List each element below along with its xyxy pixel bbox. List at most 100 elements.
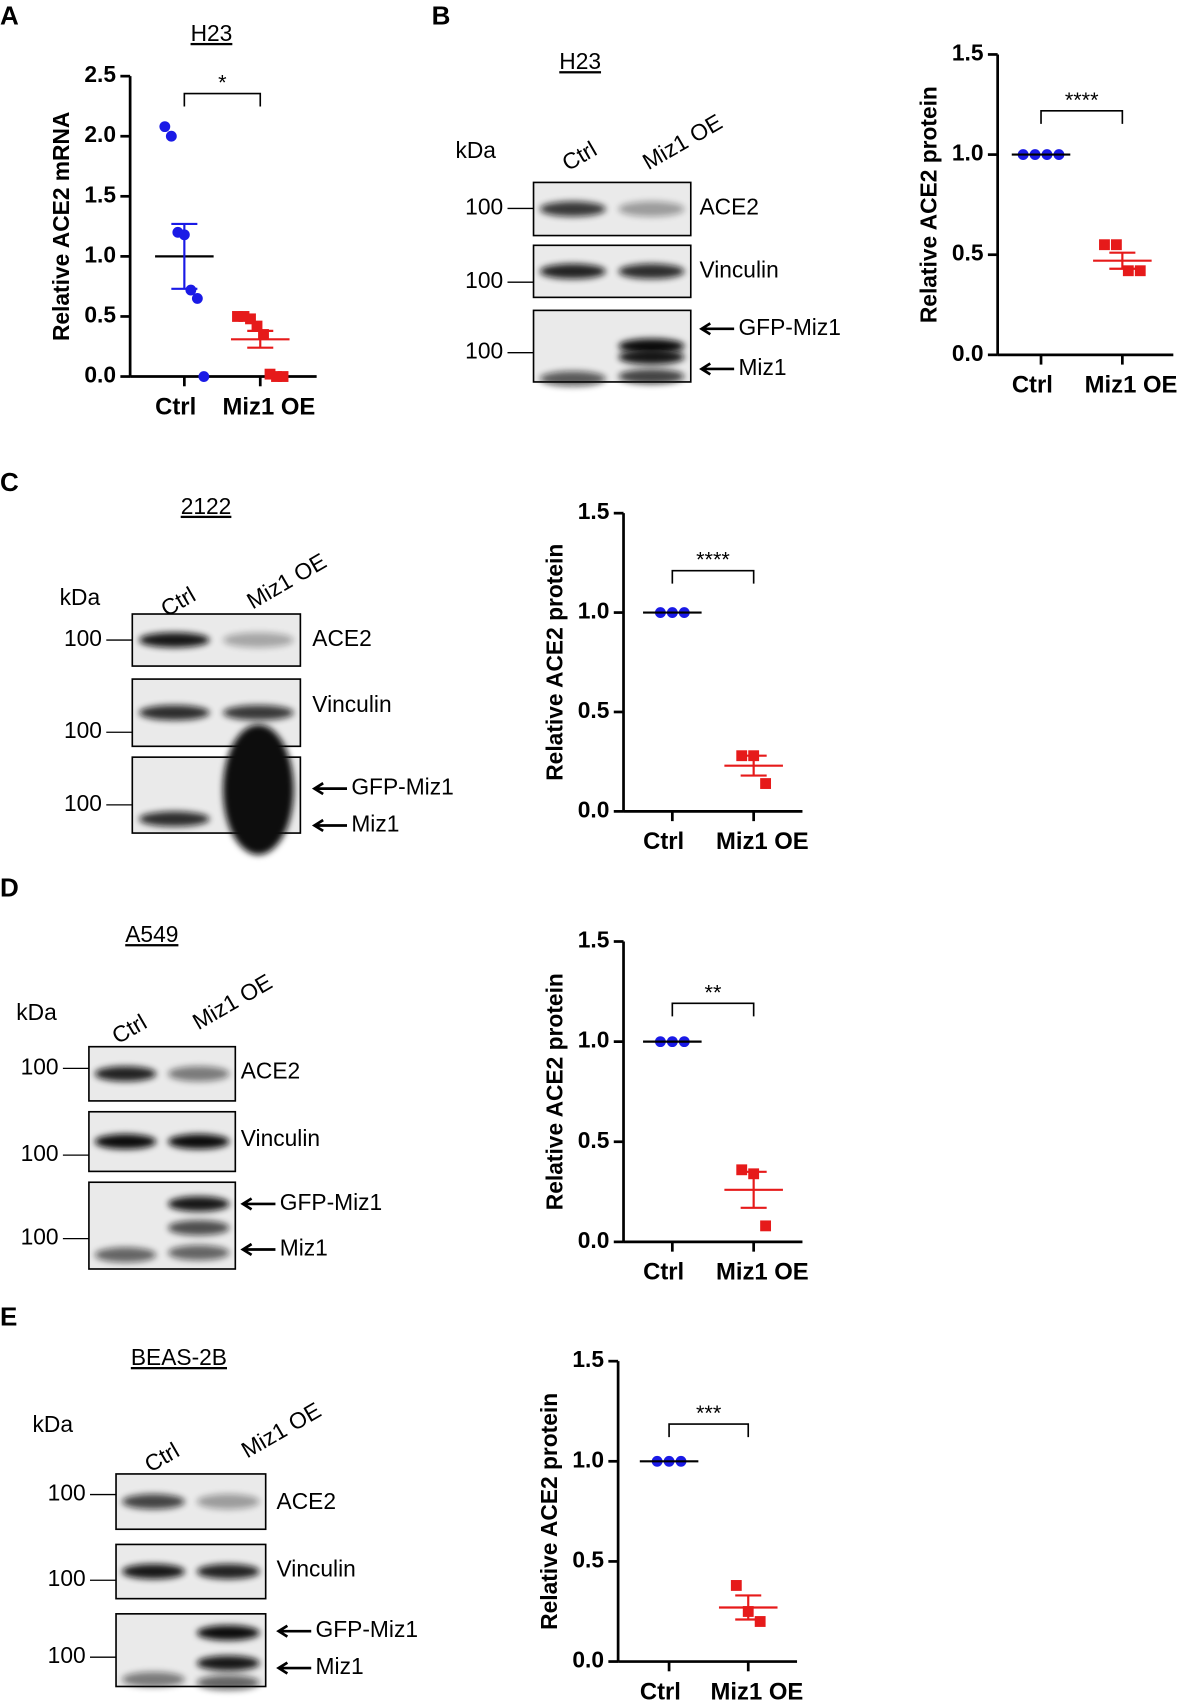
cell-line-label: 2122: [181, 493, 232, 519]
band: [618, 201, 685, 217]
significance-label: ****: [1065, 87, 1099, 112]
arrow: [311, 818, 348, 833]
data-point: [191, 293, 203, 304]
y-tick-label: 0.5: [952, 240, 984, 266]
data-point: [245, 313, 256, 325]
data-point: [165, 130, 177, 142]
band-label: Miz1: [280, 1234, 328, 1260]
data-point: [760, 778, 772, 789]
cell-line-label: BEAS-2B: [131, 1344, 227, 1370]
band-label: Miz1: [351, 810, 399, 836]
band: [167, 1220, 230, 1236]
x-tick-label: Ctrl: [1012, 372, 1053, 399]
data-point: [1110, 239, 1122, 251]
data-point: [1122, 265, 1134, 277]
band-label: GFP-Miz1: [738, 314, 840, 340]
arrow: [276, 1624, 312, 1638]
marker-label: 100: [64, 790, 102, 816]
band: [167, 1066, 230, 1082]
band: [223, 632, 294, 648]
y-tick-label: 1.5: [84, 181, 116, 207]
y-tick-label: 2.0: [84, 121, 116, 147]
data-point: [198, 371, 210, 382]
y-axis-label: Relative ACE2 protein: [541, 973, 567, 1210]
band: [539, 371, 606, 387]
marker-label: 100: [48, 1565, 86, 1591]
data-point: [185, 284, 197, 296]
band: [94, 1133, 157, 1150]
data-point: [258, 329, 269, 340]
band: [139, 632, 210, 648]
y-tick-label: 1.0: [578, 1027, 610, 1053]
panel-letter: B: [432, 0, 451, 30]
x-tick-label: Miz1 OE: [1085, 372, 1178, 399]
data-point: [736, 1164, 748, 1176]
x-tick-label: Ctrl: [640, 1678, 681, 1703]
data-point: [251, 320, 263, 332]
error-bar: [740, 1170, 767, 1209]
y-tick-label: 0.0: [578, 1227, 610, 1253]
band-label: Vinculin: [699, 256, 778, 282]
lane-label: Miz1 OE: [242, 548, 331, 614]
band: [223, 705, 294, 721]
y-tick-label: 1.0: [952, 140, 984, 166]
significance-bracket: [668, 1423, 750, 1438]
band: [196, 1625, 260, 1641]
data-point: [159, 121, 171, 133]
y-tick-label: 2.5: [84, 61, 116, 87]
y-tick-label: 0.5: [572, 1546, 604, 1572]
band-label: ACE2: [699, 193, 758, 219]
band: [139, 811, 210, 827]
significance-label: **: [705, 979, 722, 1004]
y-tick-label: 1.0: [578, 598, 610, 624]
significance-label: ****: [696, 547, 730, 572]
band: [196, 1655, 260, 1671]
data-point: [730, 1580, 742, 1591]
band: [122, 1494, 185, 1510]
band: [618, 263, 685, 279]
marker-label: 100: [21, 1053, 59, 1079]
arrow: [240, 1242, 276, 1257]
band-label: Vinculin: [241, 1125, 320, 1151]
y-tick-label: 1.5: [578, 498, 610, 524]
y-tick-label: 0.0: [952, 340, 984, 366]
data-point: [238, 311, 250, 322]
y-tick-label: 0.0: [578, 796, 610, 822]
x-tick-label: Miz1 OE: [223, 393, 316, 420]
marker-label: 100: [21, 1140, 59, 1166]
y-tick-label: 0.0: [572, 1647, 604, 1673]
error-bar: [740, 754, 767, 777]
arrow: [276, 1661, 312, 1675]
panel-letter: E: [0, 1302, 17, 1332]
y-axis-label: Relative ACE2 protein: [536, 1393, 562, 1630]
lane-label: Ctrl: [107, 1009, 151, 1049]
unit-label: kDa: [60, 584, 101, 610]
band: [618, 338, 685, 354]
chart-title: H23: [191, 20, 233, 46]
data-point: [271, 371, 282, 382]
band: [223, 724, 294, 855]
marker-label: 100: [465, 267, 503, 293]
y-tick-label: 1.0: [84, 241, 116, 267]
band: [139, 705, 210, 721]
unit-label: kDa: [455, 137, 496, 163]
arrow: [311, 782, 348, 796]
error-bar: [247, 329, 274, 349]
panel-letter: C: [0, 467, 19, 497]
x-tick-label: Ctrl: [643, 828, 684, 855]
y-axis-label: Relative ACE2 mRNA: [48, 112, 74, 341]
marker-label: 100: [465, 193, 503, 219]
band-label: Miz1: [316, 1653, 364, 1679]
band: [167, 1196, 230, 1212]
arrow: [699, 322, 735, 336]
lane-label: Miz1 OE: [638, 109, 727, 175]
band: [196, 1494, 260, 1510]
significance-bracket: [671, 1002, 755, 1017]
significance-bracket: [183, 92, 262, 107]
significance-label: *: [218, 69, 227, 94]
band-label: ACE2: [277, 1488, 336, 1514]
marker-label: 100: [64, 717, 102, 743]
significance-label: ***: [696, 1400, 722, 1425]
y-tick-label: 0.5: [578, 697, 610, 723]
